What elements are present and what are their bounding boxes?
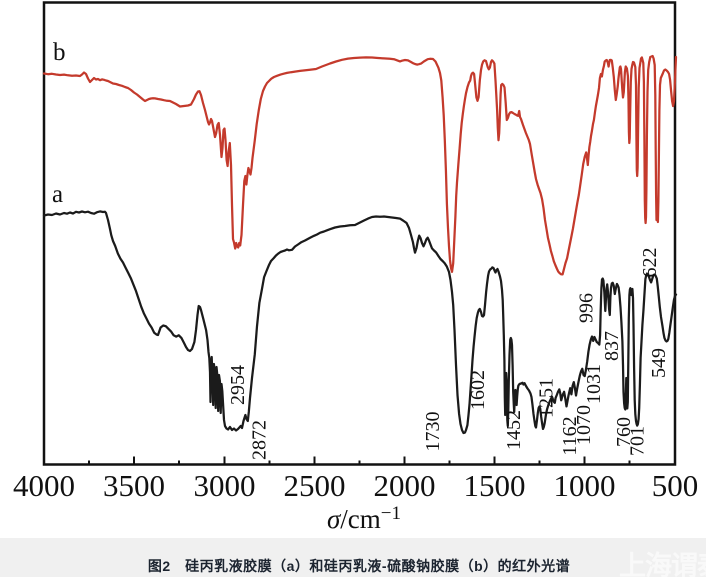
svg-text:1730: 1730 <box>422 412 444 452</box>
svg-text:1070: 1070 <box>573 405 595 445</box>
svg-text:2872: 2872 <box>249 420 271 460</box>
svg-text:a: a <box>52 181 63 208</box>
svg-text:b: b <box>53 39 66 66</box>
svg-text:701: 701 <box>627 426 649 456</box>
svg-text:837: 837 <box>601 331 623 361</box>
svg-text:3500: 3500 <box>103 468 165 503</box>
svg-text:2500: 2500 <box>284 468 346 503</box>
svg-text:1500: 1500 <box>464 468 526 503</box>
svg-text:1602: 1602 <box>467 370 489 410</box>
svg-text:622: 622 <box>639 248 661 278</box>
svg-text:1000: 1000 <box>554 468 616 503</box>
svg-text:1162: 1162 <box>559 416 581 455</box>
svg-text:σ/cm−1: σ/cm−1 <box>327 503 401 534</box>
svg-text:2954: 2954 <box>227 365 249 405</box>
svg-text:3000: 3000 <box>194 468 256 503</box>
svg-text:760: 760 <box>613 417 635 447</box>
svg-text:1031: 1031 <box>583 364 605 404</box>
svg-text:996: 996 <box>576 293 598 323</box>
svg-text:1251: 1251 <box>536 378 558 418</box>
svg-text:2000: 2000 <box>374 468 436 503</box>
svg-text:500: 500 <box>652 468 699 503</box>
svg-text:1452: 1452 <box>503 410 525 450</box>
svg-text:4000: 4000 <box>13 468 75 503</box>
svg-text:549: 549 <box>648 348 670 378</box>
